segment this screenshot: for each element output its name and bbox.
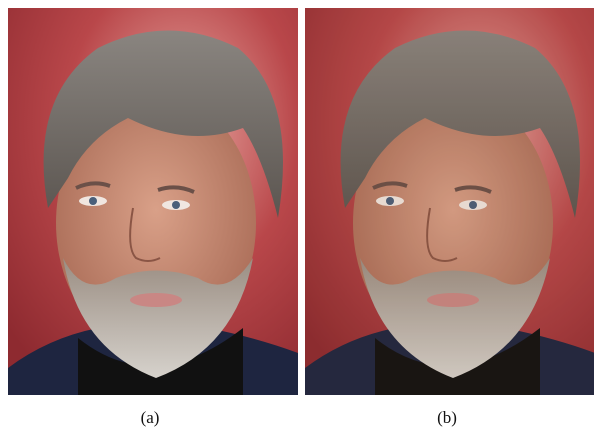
image-b [303, 6, 594, 397]
caption-a: (a) [141, 408, 160, 427]
image-a [6, 6, 300, 397]
caption-b: (b) [437, 408, 457, 427]
